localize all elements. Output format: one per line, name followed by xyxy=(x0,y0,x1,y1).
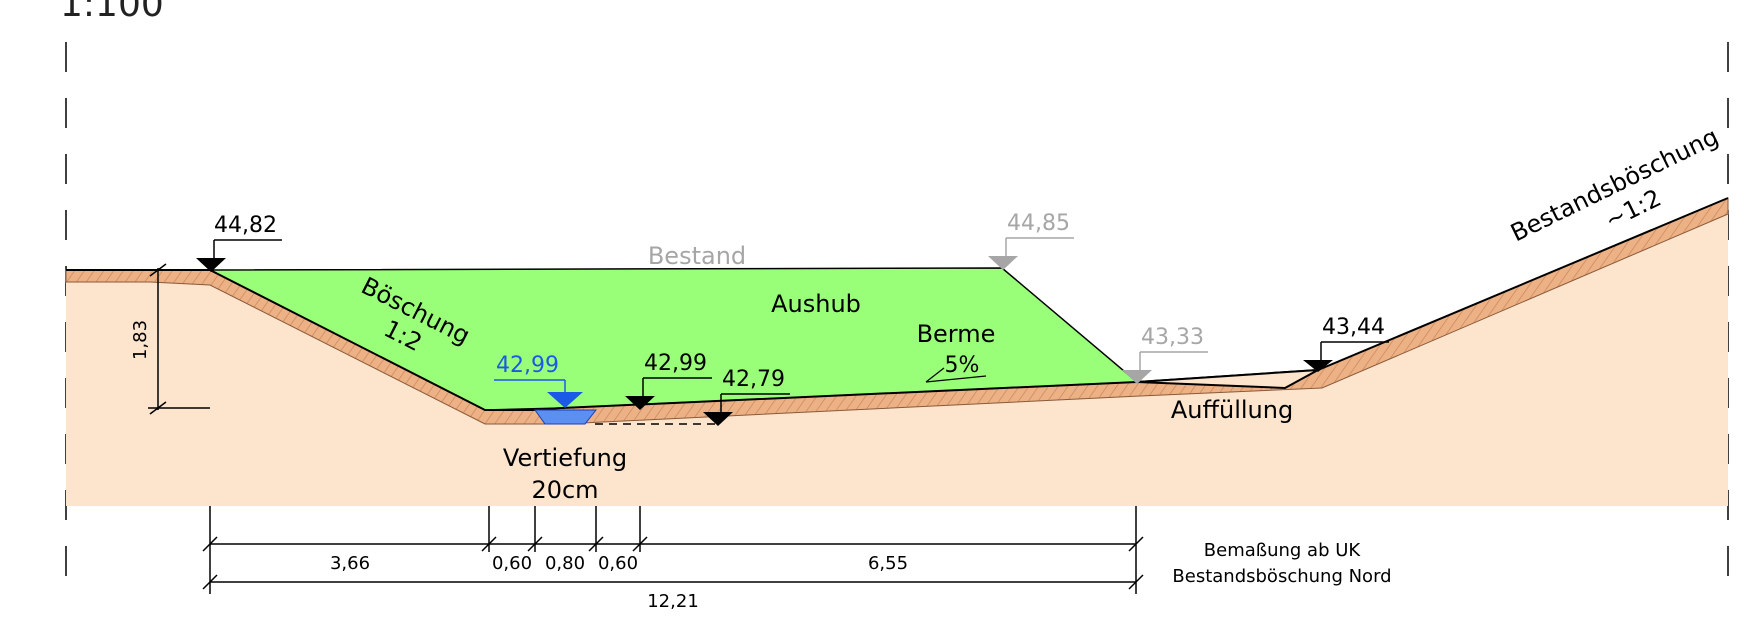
elevation-berm-edge-label: 43,33 xyxy=(1141,325,1204,350)
dimension-note-line1: Bemaßung ab UK xyxy=(1204,540,1362,561)
height-dimension: 1,83 xyxy=(130,263,210,415)
height-dimension-label: 1,83 xyxy=(130,320,151,360)
recess-depth-label: 20cm xyxy=(531,476,598,504)
scale-label: 1:100 xyxy=(60,0,164,25)
dimension-seg2-label: 0,60 xyxy=(492,553,532,574)
elevation-channel-bottom-label: 42,99 xyxy=(644,351,707,376)
elevation-marker-left-top: 44,82 xyxy=(196,213,282,272)
elevation-right-toe-label: 43,44 xyxy=(1322,315,1385,340)
dimension-total-label: 12,21 xyxy=(647,591,699,612)
water-recess xyxy=(534,409,598,425)
dimension-seg5-label: 6,55 xyxy=(868,553,908,574)
elevation-marker-right-toe: 43,44 xyxy=(1303,315,1389,372)
bestand-label: Bestand xyxy=(648,242,746,270)
recess-label: Vertiefung xyxy=(503,444,627,472)
water-level-marker: 42,99 xyxy=(494,353,583,408)
fill-area xyxy=(1136,369,1319,390)
elevation-marker-berm-edge: 43,33 xyxy=(1122,325,1208,384)
water-level-label: 42,99 xyxy=(496,353,559,378)
elevation-marker-bestand: 44,85 xyxy=(988,211,1074,270)
berm-grade-label: 5% xyxy=(945,353,980,378)
elevation-marker-channel-bottom: 42,99 xyxy=(625,351,712,410)
fill-label: Auffüllung xyxy=(1171,396,1293,424)
dimension-seg3-label: 0,80 xyxy=(545,553,585,574)
dimension-note-line2: Bestandsböschung Nord xyxy=(1172,566,1391,587)
soil-area xyxy=(66,198,1728,506)
dimension-chain xyxy=(202,506,1144,594)
elevation-left-top-label: 44,82 xyxy=(214,213,277,238)
dimension-seg4-label: 0,60 xyxy=(598,553,638,574)
aushub-label: Aushub xyxy=(771,290,861,318)
elevation-bestand-label: 44,85 xyxy=(1007,211,1070,236)
elevation-channel-deep-label: 42,79 xyxy=(722,367,785,392)
elevation-marker-channel-deep: 42,79 xyxy=(703,367,790,426)
dimension-seg1-label: 3,66 xyxy=(330,553,370,574)
berm-label: Berme xyxy=(917,320,996,348)
berm-label-group: Berme 5% xyxy=(917,320,996,383)
